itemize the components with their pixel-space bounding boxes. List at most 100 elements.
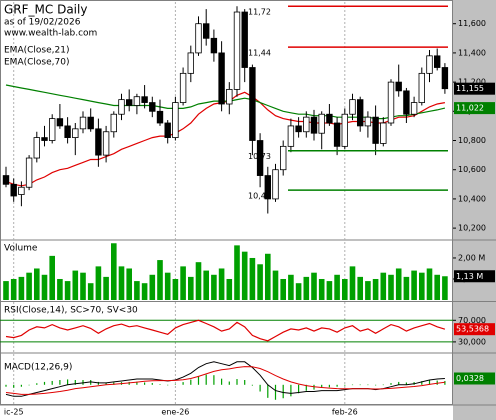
y-tick-label: 70,000 (458, 316, 486, 325)
panel-title: MACD(12,26,9) (4, 363, 72, 373)
subtitle: as of 19/02/2026 (4, 18, 81, 28)
candle-body (56, 118, 64, 127)
histogram-bar (274, 384, 277, 400)
candle-body (380, 122, 387, 144)
histogram-bar (444, 380, 446, 385)
volume-bar (349, 266, 356, 300)
candle-body (433, 55, 441, 68)
histogram-bar (51, 380, 53, 385)
histogram-bar (13, 384, 15, 388)
candle-body (372, 116, 379, 144)
histogram-bar (328, 384, 330, 388)
histogram-bar (344, 384, 346, 386)
volume-bar (357, 276, 363, 300)
histogram-bar (390, 383, 392, 385)
volume-bar (180, 266, 186, 300)
volume-bar (411, 270, 417, 300)
last-value-box (454, 270, 495, 283)
histogram-bar (290, 384, 292, 397)
candle-body (41, 137, 48, 141)
candle-body (395, 81, 402, 92)
volume-bar (80, 272, 86, 300)
volume-bar (311, 272, 317, 300)
volume-bar (395, 268, 402, 300)
candle-body (226, 89, 233, 105)
histogram-bar (105, 382, 107, 385)
candle-body (95, 128, 102, 156)
histogram-bar (221, 378, 223, 385)
last-value-label: 11,155 (456, 84, 484, 93)
volume-bar (234, 245, 240, 300)
histogram-bar (197, 375, 200, 385)
histogram-bar (359, 384, 361, 386)
volume-bar (72, 270, 79, 300)
candle-body (25, 157, 33, 188)
volume-bar (95, 266, 102, 300)
candle-body (172, 102, 179, 138)
volume-bar (164, 272, 171, 300)
histogram-bar (144, 382, 146, 385)
volume-bar (126, 268, 132, 300)
candle-body (303, 116, 310, 133)
candle-body (287, 125, 295, 147)
volume-bar (265, 253, 271, 300)
candle-body (318, 113, 325, 134)
histogram-bar (213, 375, 215, 385)
candle-body (187, 52, 194, 74)
volume-bar (403, 276, 410, 300)
y-tick-label: 30,000 (458, 337, 486, 346)
volume-bar (134, 281, 140, 300)
candle-body (249, 67, 256, 141)
volume-bar (249, 257, 256, 300)
histogram-bar (428, 380, 431, 385)
volume-bar (419, 272, 425, 300)
candle-body (264, 175, 271, 200)
volume-bar (118, 266, 125, 300)
last-value-label: 0,0328 (456, 374, 484, 383)
histogram-bar (236, 379, 238, 385)
level-label: 11,44 (248, 49, 271, 58)
last-value-box (454, 102, 495, 115)
histogram-bar (398, 381, 400, 385)
candle-body (110, 113, 117, 133)
volume-bar (342, 278, 348, 300)
candle-body (233, 11, 241, 90)
candle-body (202, 23, 210, 39)
histogram-bar (305, 384, 307, 391)
histogram-bar (436, 380, 438, 385)
histogram-bar (244, 380, 246, 385)
candle-body (79, 116, 87, 130)
candle-body (195, 23, 202, 54)
histogram-bar (182, 382, 184, 385)
histogram-bar (167, 384, 169, 386)
volume-bar (388, 274, 394, 300)
level-label: 10,73 (248, 152, 271, 161)
y-tick-label: 10,800 (458, 136, 486, 145)
histogram-bar (251, 384, 253, 386)
candle-body (356, 99, 364, 127)
y-tick-label: 11,400 (458, 48, 486, 57)
volume-bar (257, 264, 263, 300)
y-tick-label: 11,200 (458, 78, 486, 87)
x-tick-label: ic-25 (4, 408, 24, 417)
x-tick-label: ene-26 (161, 408, 189, 417)
volume-bar (303, 276, 310, 300)
x-tick-label: feb-26 (332, 408, 358, 417)
histogram-bar (36, 383, 38, 385)
candle-body (102, 131, 110, 156)
histogram-bar (375, 384, 377, 386)
histogram-bar (5, 384, 7, 387)
candle-body (426, 55, 433, 74)
candle-body (387, 81, 395, 124)
line (5, 319, 446, 342)
histogram-bar (267, 384, 269, 398)
level-label: 10,46 (248, 192, 271, 201)
volume-bar (172, 278, 179, 300)
volume-bar (188, 276, 194, 300)
volume-bar (157, 260, 163, 300)
volume-bar (26, 272, 32, 300)
volume-bar (203, 270, 209, 300)
volume-bar (111, 243, 117, 300)
histogram-bar (20, 384, 22, 387)
